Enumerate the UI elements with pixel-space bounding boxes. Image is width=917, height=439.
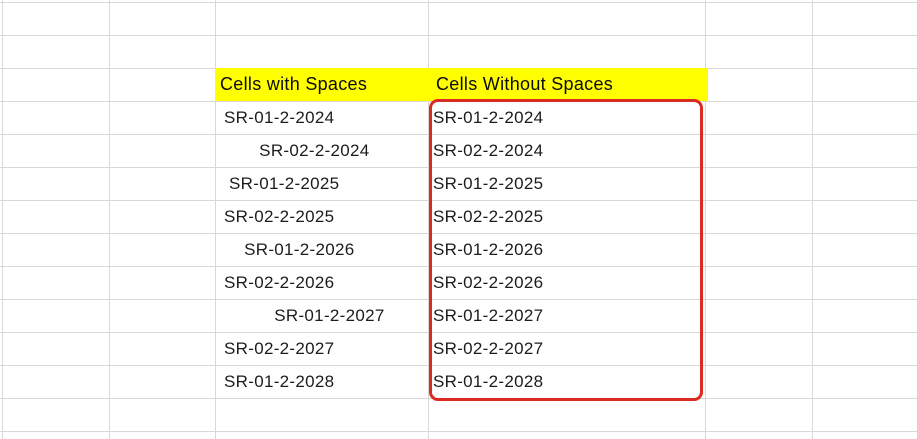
cell-without-spaces[interactable]: SR-01-2-2024 — [433, 108, 544, 127]
cell-with-spaces[interactable]: SR-01-2-2025 — [219, 174, 340, 193]
cell-with-spaces[interactable]: SR-01-2-2027 — [219, 306, 385, 325]
cell-without-spaces[interactable]: SR-02-2-2024 — [433, 141, 544, 160]
gridline-vertical — [2, 0, 3, 439]
cell-with-spaces[interactable]: SR-01-2-2028 — [219, 372, 335, 391]
gridline-vertical — [109, 0, 110, 439]
cell-with-spaces[interactable]: SR-02-2-2026 — [219, 273, 335, 292]
cell-with-spaces[interactable]: SR-01-2-2024 — [219, 108, 335, 127]
cell-with-spaces[interactable]: SR-02-2-2024 — [219, 141, 370, 160]
gridline-vertical — [812, 0, 813, 439]
cell-without-spaces[interactable]: SR-01-2-2027 — [433, 306, 544, 325]
gridline-vertical — [705, 0, 706, 439]
cell-without-spaces[interactable]: SR-01-2-2026 — [433, 240, 544, 259]
cell-without-spaces[interactable]: SR-02-2-2026 — [433, 273, 544, 292]
cell-with-spaces[interactable]: SR-01-2-2026 — [219, 240, 355, 259]
cell-without-spaces[interactable]: SR-02-2-2025 — [433, 207, 544, 226]
gridline-vertical — [428, 0, 429, 439]
header-cells-with-spaces[interactable]: Cells with Spaces — [215, 68, 428, 101]
cell-with-spaces[interactable]: SR-02-2-2025 — [219, 207, 335, 226]
cell-without-spaces[interactable]: SR-01-2-2025 — [433, 174, 544, 193]
header-cells-without-spaces[interactable]: Cells Without Spaces — [428, 68, 708, 101]
cell-with-spaces[interactable]: SR-02-2-2027 — [219, 339, 335, 358]
cell-without-spaces[interactable]: SR-01-2-2028 — [433, 372, 544, 391]
cell-without-spaces[interactable]: SR-02-2-2027 — [433, 339, 544, 358]
gridline-vertical — [215, 0, 216, 439]
